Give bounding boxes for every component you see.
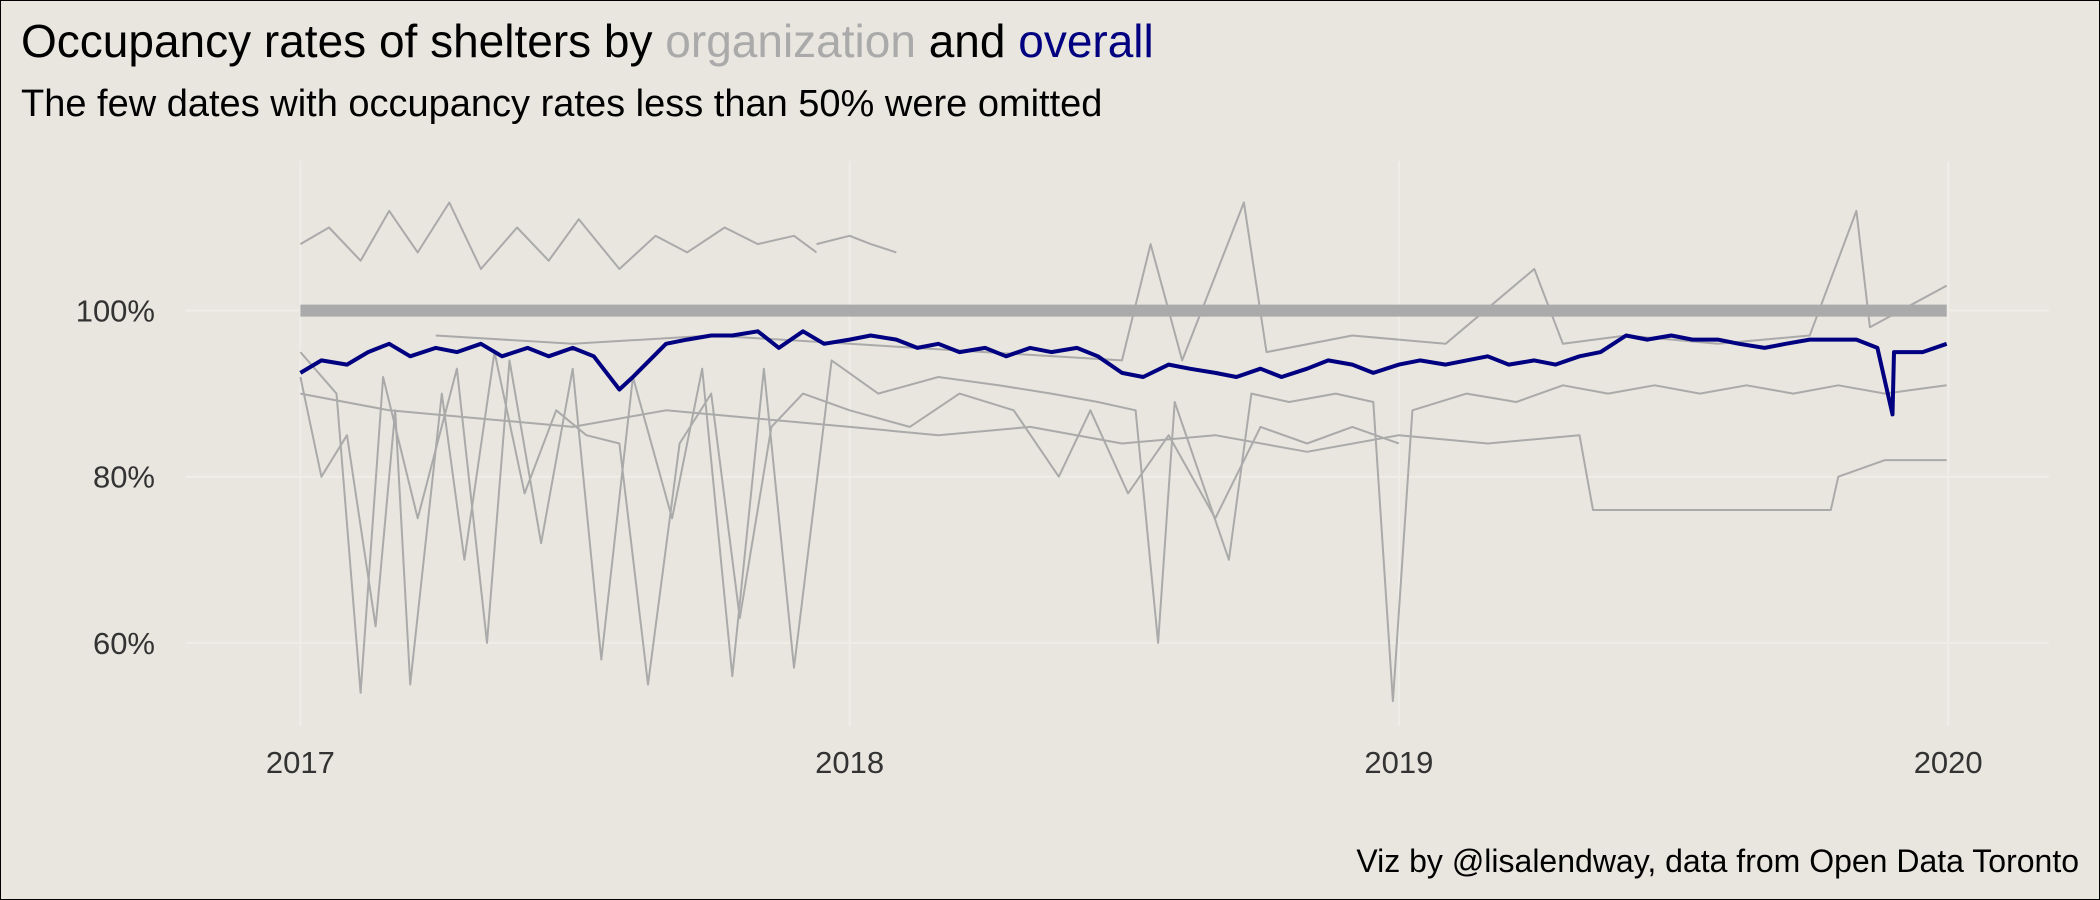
y-tick-label: 100% <box>76 294 155 329</box>
chart-title: Occupancy rates of shelters by organizat… <box>21 13 1154 69</box>
x-tick-label: 2020 <box>1914 745 1983 780</box>
title-prefix: Occupancy rates of shelters by <box>21 15 666 67</box>
y-tick-label: 80% <box>93 460 155 495</box>
title-organization-highlight: organization <box>665 15 916 67</box>
organization-series-line <box>299 351 1947 703</box>
organization-series-line <box>299 351 1400 686</box>
x-tick-label: 2019 <box>1364 745 1433 780</box>
overall-series-line <box>299 329 1948 417</box>
organization-series-line <box>299 201 818 270</box>
organization-series-line <box>816 234 897 254</box>
chart-caption: Viz by @lisalendway, data from Open Data… <box>1356 843 2079 879</box>
organization-series-line <box>435 201 1948 362</box>
x-tick-label: 2018 <box>815 745 884 780</box>
x-tick-label: 2017 <box>266 745 335 780</box>
x-axis: 2017 2018 2019 2020 <box>266 745 1983 780</box>
y-axis: 60% 80% 100% <box>76 294 155 661</box>
y-tick-label: 60% <box>93 626 155 661</box>
title-overall-highlight: overall <box>1018 15 1154 67</box>
organization-series-line <box>300 392 1947 511</box>
chart-subtitle: The few dates with occupancy rates less … <box>21 83 1103 125</box>
title-middle: and <box>915 15 1019 67</box>
series-lines <box>299 201 1948 703</box>
